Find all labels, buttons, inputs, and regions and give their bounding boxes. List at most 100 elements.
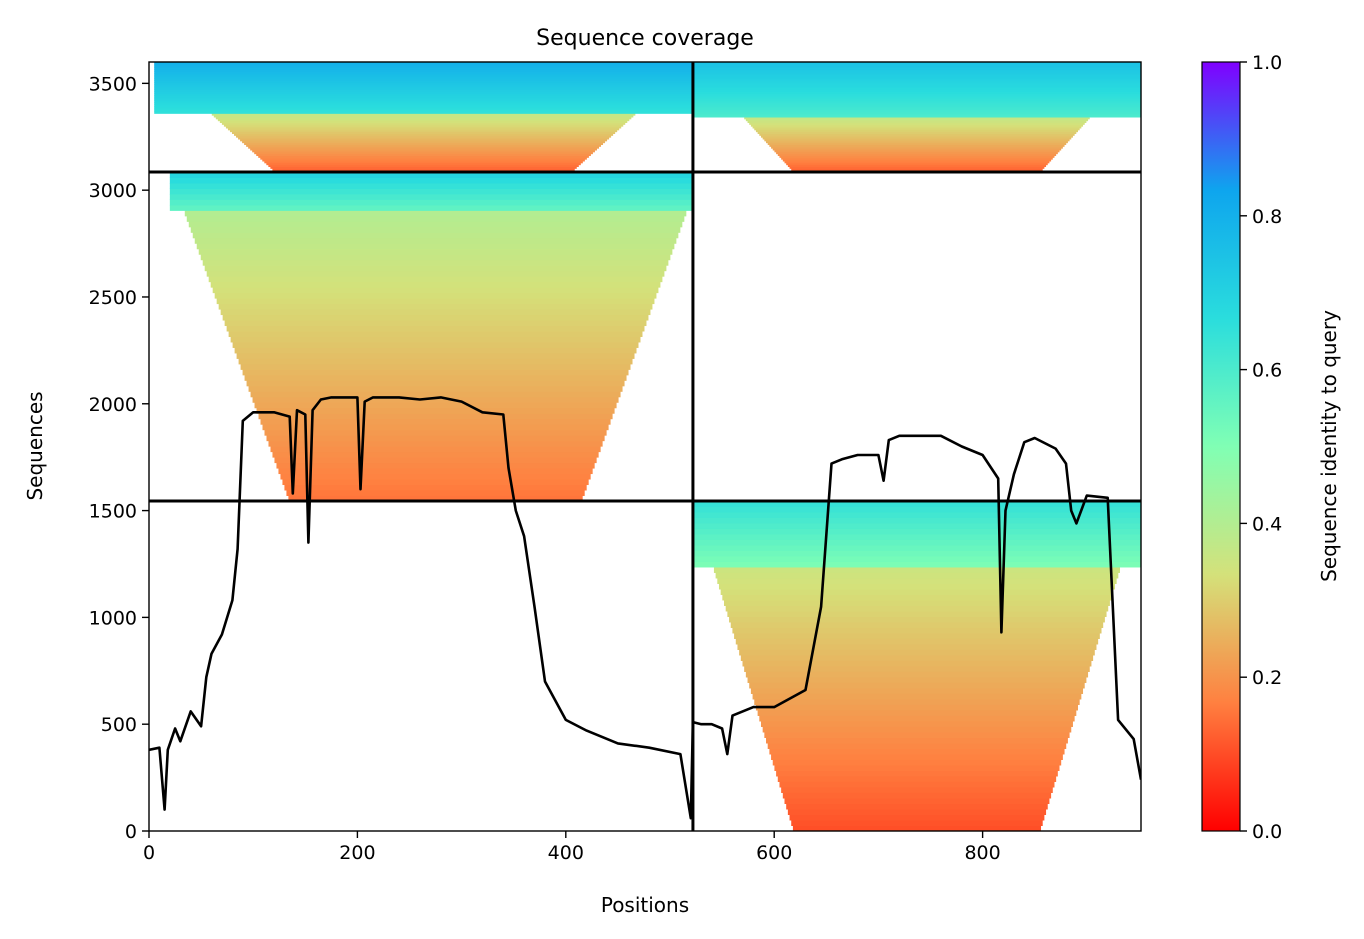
coverage-stripe xyxy=(692,511,1141,518)
coverage-stripe xyxy=(692,107,1141,111)
x-tick-label: 800 xyxy=(964,842,1000,864)
coverage-stripe xyxy=(238,358,633,365)
coverage-stripe xyxy=(169,177,693,184)
coverage-stripe xyxy=(270,166,577,169)
coverage-stripe xyxy=(692,71,1141,74)
coverage-stripe xyxy=(750,124,1084,127)
coverage-stripe xyxy=(759,133,1075,136)
coverage-stripe xyxy=(254,402,617,409)
coverage-stripe xyxy=(791,819,1043,826)
coverage-stripe xyxy=(154,104,693,107)
y-tick-label: 500 xyxy=(101,714,137,736)
coverage-stripe xyxy=(692,109,1141,113)
coverage-stripe xyxy=(692,95,1141,98)
coverage-stripe xyxy=(692,104,1141,107)
coverage-stripe xyxy=(754,128,1080,131)
coverage-stripe xyxy=(776,151,1058,155)
coverage-stripe xyxy=(692,561,1141,568)
coverage-stripe xyxy=(282,479,589,486)
coverage-stripe xyxy=(749,122,1085,125)
coverage-stripe xyxy=(787,808,1047,815)
coverage-stripe xyxy=(779,781,1055,788)
coverage-block xyxy=(169,172,693,502)
coverage-stripe xyxy=(154,109,693,113)
coverage-stripe xyxy=(154,91,693,94)
coverage-stripe xyxy=(154,85,693,89)
colorbar-tick-label: 0.8 xyxy=(1252,206,1282,228)
coverage-stripe xyxy=(154,93,693,96)
heatmap-layer xyxy=(154,62,1141,831)
coverage-stripe xyxy=(206,270,665,277)
coverage-stripe xyxy=(154,74,693,78)
coverage-stripe xyxy=(754,698,1080,705)
coverage-stripe xyxy=(692,98,1141,102)
coverage-stripe xyxy=(212,287,659,294)
colorbar-label: Sequence identity to query xyxy=(1317,310,1341,582)
coverage-stripe xyxy=(154,89,693,92)
coverage-stripe xyxy=(252,396,619,403)
coverage-stripe xyxy=(154,62,693,65)
coverage-stripe xyxy=(280,473,591,480)
coverage-stripe xyxy=(692,63,1141,67)
coverage-stripe xyxy=(772,759,1062,766)
coverage-stripe xyxy=(220,309,651,316)
coverage-stripe xyxy=(732,627,1102,634)
coverage-stripe xyxy=(246,380,625,387)
coverage-stripe xyxy=(742,660,1092,667)
coverage-stripe xyxy=(692,111,1141,114)
coverage-stripe xyxy=(692,82,1141,85)
plot-frame xyxy=(148,61,1142,832)
coverage-stripe xyxy=(744,117,1090,120)
coverage-stripe xyxy=(169,182,693,189)
y-tick-label: 3000 xyxy=(89,180,137,202)
coverage-stripe xyxy=(278,468,593,475)
coverage-stripe xyxy=(752,126,1082,129)
coverage-stripe xyxy=(266,162,581,166)
coverage-stripe xyxy=(192,232,679,239)
coverage-stripe xyxy=(692,528,1141,535)
y-tick-label: 0 xyxy=(125,821,137,843)
coverage-stripe xyxy=(154,76,693,80)
coverage-stripe xyxy=(169,193,693,200)
colorbar-tick-label: 0.4 xyxy=(1252,513,1282,535)
chart-title: Sequence coverage xyxy=(536,26,754,51)
coverage-stripe xyxy=(692,106,1141,109)
y-tick-label: 1500 xyxy=(89,501,137,523)
coverage-stripe xyxy=(692,555,1141,562)
coverage-stripe xyxy=(276,462,595,469)
coverage-stripe xyxy=(750,687,1084,694)
coverage-stripe xyxy=(692,113,1141,116)
coverage-stripe xyxy=(762,137,1072,140)
x-axis: 0 200 400 600 800 xyxy=(143,831,1001,864)
coverage-stripe xyxy=(766,737,1068,744)
y-axis-label: Sequences xyxy=(23,391,47,500)
coverage-stripe xyxy=(692,91,1141,94)
coverage-stripe xyxy=(747,120,1087,124)
coverage-stripe xyxy=(771,146,1063,149)
coverage-stripe xyxy=(186,215,685,222)
coverage-stripe xyxy=(228,331,643,337)
coverage-stripe xyxy=(264,429,607,436)
coverage-stripe xyxy=(771,753,1063,760)
coverage-stripe xyxy=(248,146,599,149)
coverage-stripe xyxy=(154,78,693,81)
coverage-stripe xyxy=(772,148,1062,151)
coverage-stripe xyxy=(169,204,693,211)
coverage-stripe xyxy=(713,566,1120,573)
x-tick-label: 600 xyxy=(756,842,792,864)
coverage-stripe xyxy=(762,726,1072,733)
coverage-stripe xyxy=(210,281,661,288)
coverage-stripe xyxy=(715,572,1119,579)
coverage-stripe xyxy=(216,298,655,305)
coverage-stripe xyxy=(154,69,693,72)
coverage-stripe xyxy=(755,704,1078,711)
coverage-line xyxy=(149,396,1141,820)
coverage-stripe xyxy=(240,363,631,370)
coverage-stripe xyxy=(154,84,693,87)
coverage-stripe xyxy=(221,122,626,125)
colorbar xyxy=(1201,61,1241,832)
coverage-stripe xyxy=(692,76,1141,80)
y-tick-label: 2000 xyxy=(89,394,137,416)
coverage-stripe xyxy=(250,391,621,398)
coverage-stripe xyxy=(234,347,637,354)
